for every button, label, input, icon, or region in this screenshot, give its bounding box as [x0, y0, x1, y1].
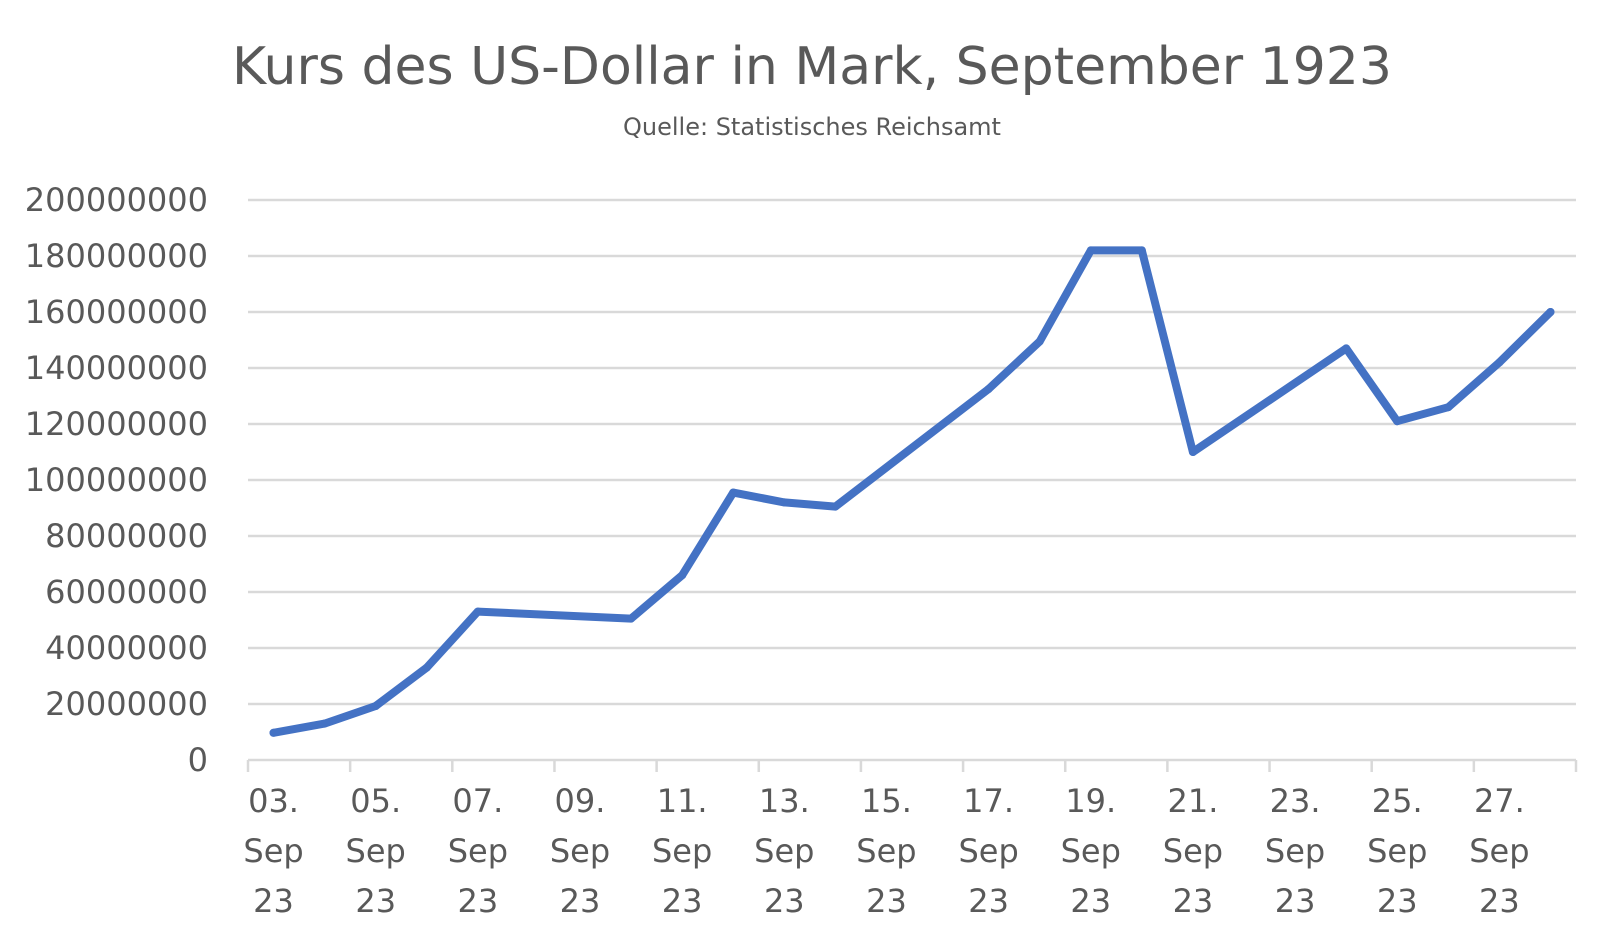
y-tick-label: 40000000	[45, 629, 208, 667]
chart-subtitle: Quelle: Statistisches Reichsamt	[623, 113, 1001, 141]
x-tick-label: 15.	[861, 782, 912, 820]
data-point	[1546, 308, 1555, 316]
y-tick-label: 80000000	[45, 517, 208, 555]
x-tick-label: 23	[866, 882, 907, 920]
data-point	[473, 607, 482, 616]
x-tick-label: 23	[560, 882, 601, 920]
y-tick-label: 60000000	[45, 573, 208, 611]
data-point	[422, 663, 431, 672]
x-tick-label: 23	[457, 882, 498, 920]
x-tick-label: 21.	[1167, 782, 1218, 820]
x-tick-label: 23	[1275, 882, 1316, 920]
x-tick-label: 03.	[248, 782, 299, 820]
data-point	[1444, 403, 1453, 412]
x-tick-label: 23	[1070, 882, 1111, 920]
chart-title: Kurs des US-Dollar in Mark, September 19…	[232, 37, 1392, 97]
x-tick-label: 23	[968, 882, 1009, 920]
x-tick-label: 27.	[1474, 782, 1525, 820]
x-tick-label: Sep	[1367, 832, 1427, 870]
x-tick-label: 19.	[1065, 782, 1116, 820]
y-tick-label: 120000000	[25, 405, 208, 443]
x-tick-label: 11.	[657, 782, 708, 820]
x-tick-label: Sep	[448, 832, 508, 870]
data-point	[371, 702, 380, 710]
data-point	[729, 488, 738, 497]
data-point	[984, 385, 993, 393]
x-tick-label: 23	[253, 882, 294, 920]
data-point	[1086, 246, 1095, 255]
x-tick-label: Sep	[346, 832, 406, 870]
data-point	[1393, 417, 1402, 426]
data-point	[320, 719, 329, 728]
x-tick-label: Sep	[1061, 832, 1121, 870]
data-point	[1342, 344, 1351, 353]
series-line	[269, 246, 1555, 737]
series-layer	[269, 246, 1555, 737]
x-tick-label: Sep	[1163, 832, 1223, 870]
gridlines	[248, 198, 1576, 706]
x-tick-label: Sep	[1265, 832, 1325, 870]
y-tick-label: 180000000	[25, 237, 208, 275]
x-tick-label: Sep	[652, 832, 712, 870]
x-tick-label: 23.	[1270, 782, 1321, 820]
x-tick-label: 09.	[555, 782, 606, 820]
data-point	[1188, 448, 1197, 456]
y-tick-label: 160000000	[25, 293, 208, 331]
x-tick-label: 05.	[350, 782, 401, 820]
x-tick-label: 23	[355, 882, 396, 920]
y-tick-label: 20000000	[45, 685, 208, 723]
x-axis: 03. Sep 23 05. Sep 23 07. Sep 23 09. Sep 23 11. Sep 23…	[243, 758, 1578, 920]
y-tick-label: 0	[188, 741, 208, 779]
x-tick-label: 23	[764, 882, 805, 920]
x-tick-label: Sep	[1469, 832, 1529, 870]
data-point	[1137, 246, 1146, 255]
data-point	[780, 498, 789, 507]
data-point	[1035, 337, 1044, 346]
data-point	[831, 502, 840, 511]
x-tick-label: Sep	[856, 832, 916, 870]
x-tick-label: Sep	[243, 832, 303, 870]
x-tick-label: 23	[662, 882, 703, 920]
x-tick-label: Sep	[958, 832, 1018, 870]
data-point	[627, 614, 636, 623]
x-tick-label: 25.	[1372, 782, 1423, 820]
y-axis: 2000000001800000001600000001400000001200…	[25, 181, 208, 779]
data-point	[678, 571, 687, 580]
x-tick-label: 23	[1479, 882, 1520, 920]
x-tick-label: 23	[1173, 882, 1214, 920]
y-tick-label: 100000000	[25, 461, 208, 499]
y-tick-label: 140000000	[25, 349, 208, 387]
data-point	[269, 728, 278, 737]
x-tick-label: Sep	[754, 832, 814, 870]
y-tick-label: 200000000	[25, 181, 208, 219]
x-tick-label: 23	[1377, 882, 1418, 920]
x-tick-label: 17.	[963, 782, 1014, 820]
data-point	[1495, 358, 1504, 367]
x-tick-label: 07.	[452, 782, 503, 820]
x-tick-label: 13.	[759, 782, 810, 820]
x-tick-label: Sep	[550, 832, 610, 870]
